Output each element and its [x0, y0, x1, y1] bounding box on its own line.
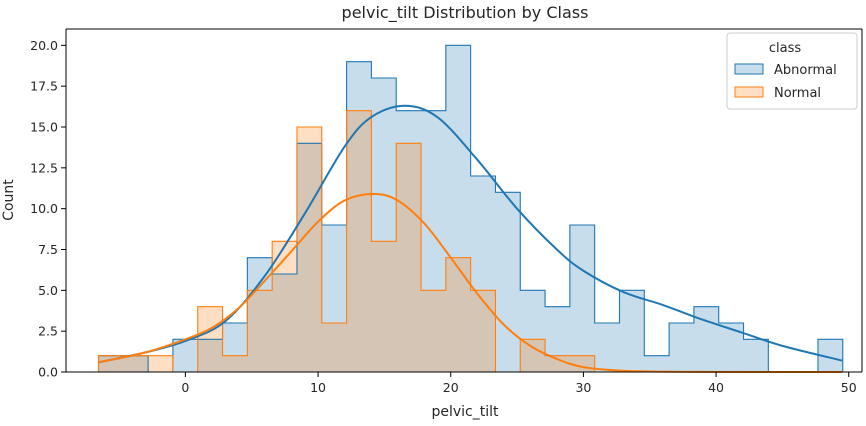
bar-abnormal-17 [520, 290, 546, 372]
bar-abnormal-1 [123, 355, 149, 372]
bar-normal-0 [98, 355, 124, 372]
y-tick-label: 17.5 [30, 79, 58, 94]
y-tick-label: 2.5 [38, 324, 58, 339]
bar-abnormal-21 [619, 290, 645, 372]
bar-abnormal-11 [371, 78, 397, 372]
x-tick-label: 20 [443, 380, 459, 395]
bar-abnormal-18 [545, 306, 570, 372]
bar-abnormal-14 [445, 45, 471, 372]
bar-abnormal-10 [346, 61, 372, 373]
legend-title: class [769, 41, 801, 56]
y-tick-label: 15.0 [30, 120, 58, 135]
bar-abnormal-26 [743, 339, 769, 372]
bar-abnormal-7 [272, 274, 297, 372]
legend-label-normal: Normal [774, 86, 821, 101]
bar-abnormal-19 [569, 225, 595, 372]
bar-abnormal-9 [321, 225, 347, 372]
legend-swatch-abnormal [734, 63, 764, 75]
y-tick-label: 20.0 [30, 38, 58, 53]
bar-normal-11 [371, 241, 397, 372]
bar-normal-7 [272, 241, 297, 372]
bar-abnormal-24 [693, 306, 719, 372]
bar-abnormal-16 [495, 192, 521, 372]
y-tick-label: 7.5 [38, 242, 58, 257]
y-tick-label: 10.0 [30, 201, 58, 216]
x-tick-label: 50 [841, 380, 857, 395]
x-tick-label: 0 [181, 380, 189, 395]
bar-abnormal-8 [296, 143, 322, 372]
step-outline-abnormal [97, 44, 844, 373]
kde-line-abnormal [98, 104, 843, 364]
bar-abnormal-5 [222, 323, 248, 372]
plot-area: 0 10 20 30 40 50 0.0 2.5 5.0 7.5 10.0 12.5 15.0 17.5 2… [30, 28, 863, 395]
x-tick-label: 10 [310, 380, 326, 395]
y-tick-label: 5.0 [38, 283, 58, 298]
bar-normal-1 [123, 355, 149, 372]
chart-title: pelvic_tilt Distribution by Class [342, 3, 589, 23]
x-tick-label: 40 [708, 380, 724, 395]
bar-abnormal-20 [594, 323, 620, 372]
y-axis-label: Count [1, 179, 17, 221]
bar-abnormal-22 [644, 355, 670, 372]
legend-label-abnormal: Abnormal [774, 63, 837, 78]
y-tick-label: 0.0 [38, 365, 58, 380]
legend-swatch-normal [734, 86, 764, 98]
bar-normal-17 [520, 339, 546, 372]
bar-normal-12 [396, 143, 422, 372]
bar-normal-9 [321, 323, 347, 372]
x-tick-label: 30 [575, 380, 591, 395]
bar-abnormal-12 [396, 110, 422, 373]
bar-normal-2 [148, 355, 173, 372]
bar-abnormal-23 [669, 323, 694, 372]
kde-line-normal [98, 192, 843, 373]
bar-abnormal-15 [470, 176, 496, 372]
bar-normal-18 [545, 355, 570, 372]
x-axis-label: pelvic_tilt [431, 404, 499, 420]
bar-normal-15 [470, 290, 496, 372]
bar-normal-13 [421, 290, 446, 372]
bar-abnormal-4 [197, 339, 223, 372]
bar-normal-5 [222, 355, 248, 372]
bar-abnormal-25 [718, 323, 744, 372]
legend-frame [726, 32, 858, 110]
legend: class Abnormal Normal [726, 32, 858, 110]
bar-abnormal-0 [98, 355, 124, 372]
bar-normal-10 [346, 110, 372, 373]
bar-abnormal-13 [421, 110, 446, 373]
bar-normal-6 [247, 290, 273, 372]
bar-normal-8 [296, 127, 322, 372]
y-tick-label: 12.5 [30, 160, 58, 175]
bar-normal-14 [445, 257, 471, 372]
